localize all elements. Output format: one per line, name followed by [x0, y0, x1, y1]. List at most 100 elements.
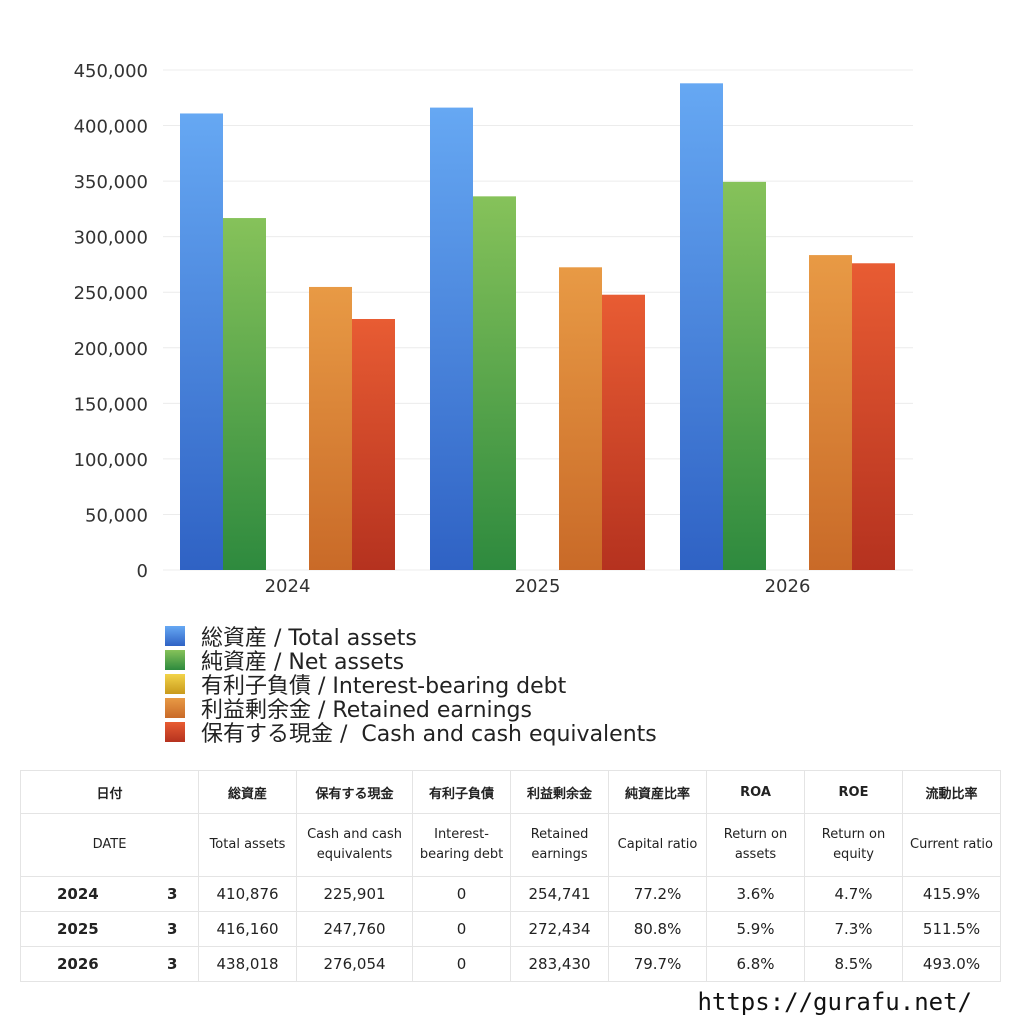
bars: [180, 83, 895, 571]
row-year: 2026: [20, 946, 147, 982]
cell-cash: 247,760: [296, 911, 414, 947]
cell-debt: 0: [412, 946, 512, 982]
header-cell: 純資産比率: [608, 770, 708, 814]
legend-item-interest-bearing-debt: 有利子負債 / Interest-bearing debt: [165, 672, 657, 699]
cell-capital-ratio: 80.8%: [608, 911, 708, 947]
table-header-row-en: DATE Total assets Cash and cash equivale…: [19, 813, 1002, 877]
cell-roa: 3.6%: [706, 876, 806, 912]
cell-debt: 0: [412, 911, 512, 947]
row-month: 3: [146, 911, 200, 947]
legend-label: 保有する現金 / Cash and cash equivalents: [201, 722, 657, 747]
bar-2024-series-3: [309, 286, 352, 570]
legend-item-cash: 保有する現金 / Cash and cash equivalents: [165, 720, 657, 747]
site-url: https://gurafu.net/: [697, 988, 972, 1016]
grid-lines: [163, 69, 913, 571]
cell-roe: 7.3%: [804, 911, 904, 947]
legend-item-net-assets: 純資産 / Net assets: [165, 648, 657, 675]
cell-capital-ratio: 77.2%: [608, 876, 708, 912]
bar-2025-series-1: [473, 196, 516, 570]
header-cell: Capital ratio: [608, 813, 708, 877]
bar-2024-series-4: [352, 318, 395, 570]
legend-label: 有利子負債 / Interest-bearing debt: [201, 674, 567, 699]
legend-label: 総資産 / Total assets: [201, 626, 417, 651]
cell-retained-earnings: 254,741: [510, 876, 610, 912]
cell-total-assets: 416,160: [198, 911, 298, 947]
legend-swatch: [165, 698, 185, 718]
cell-roa: 6.8%: [706, 946, 806, 982]
bar-2024-series-1: [223, 218, 266, 571]
row-month: 3: [146, 946, 200, 982]
bar-2026-series-0: [680, 83, 723, 571]
cell-current-ratio: 415.9%: [902, 876, 1002, 912]
cell-retained-earnings: 283,430: [510, 946, 610, 982]
cell-total-assets: 410,876: [198, 876, 298, 912]
y-tick-label: 100,000: [74, 450, 148, 471]
y-tick-label: 0: [137, 561, 148, 582]
cell-debt: 0: [412, 876, 512, 912]
bar-2026-series-1: [723, 181, 766, 570]
header-cell: Retained earnings: [510, 813, 610, 877]
cell-roa: 5.9%: [706, 911, 806, 947]
legend-label: 純資産 / Net assets: [201, 650, 405, 675]
bar-2024-series-0: [180, 113, 223, 571]
x-axis-labels: 2024 2025 2026: [265, 576, 811, 597]
table-row: 2026 3 438,018 276,054 0 283,430 79.7% 6…: [20, 946, 1002, 982]
row-year: 2024: [20, 876, 147, 912]
legend-swatch: [165, 626, 185, 646]
header-cell: 保有する現金: [296, 770, 414, 814]
header-cell: Total assets: [198, 813, 298, 877]
x-tick-label: 2024: [265, 576, 311, 597]
header-date-en: DATE: [19, 813, 200, 877]
bar-2025-series-0: [430, 107, 473, 570]
legend-swatch: [165, 674, 185, 694]
y-tick-label: 450,000: [74, 61, 148, 82]
legend-label: 利益剰余金 / Retained earnings: [201, 698, 532, 723]
cell-total-assets: 438,018: [198, 946, 298, 982]
table-row: 2024 3 410,876 225,901 0 254,741 77.2% 3…: [20, 876, 1002, 912]
header-cell: 有利子負債: [412, 770, 512, 814]
legend: 総資産 / Total assets 純資産 / Net assets 有利子負…: [165, 624, 657, 747]
row-month: 3: [146, 876, 200, 912]
cell-current-ratio: 493.0%: [902, 946, 1002, 982]
table-row: 2025 3 416,160 247,760 0 272,434 80.8% 5…: [20, 911, 1002, 947]
bar-chart: 450,000 400,000 350,000 300,000 250,000 200,0…: [74, 61, 913, 597]
cell-current-ratio: 511.5%: [902, 911, 1002, 947]
legend-swatch: [165, 650, 185, 670]
y-tick-label: 250,000: [74, 283, 148, 304]
y-tick-label: 350,000: [74, 172, 148, 193]
cell-retained-earnings: 272,434: [510, 911, 610, 947]
cell-cash: 225,901: [296, 876, 414, 912]
y-tick-label: 150,000: [74, 394, 148, 415]
header-date-jp: 日付: [19, 770, 200, 814]
cell-cash: 276,054: [296, 946, 414, 982]
legend-item-total-assets: 総資産 / Total assets: [165, 624, 657, 651]
header-cell: ROA: [706, 770, 806, 814]
header-cell: 流動比率: [902, 770, 1002, 814]
x-tick-label: 2025: [515, 576, 561, 597]
header-cell: 総資産: [198, 770, 298, 814]
cell-roe: 8.5%: [804, 946, 904, 982]
cell-roe: 4.7%: [804, 876, 904, 912]
y-axis-labels: 450,000 400,000 350,000 300,000 250,000 200,0…: [74, 61, 148, 582]
header-cell: Cash and cash equivalents: [296, 813, 414, 877]
header-cell: Return on assets: [706, 813, 806, 877]
header-cell: 利益剰余金: [510, 770, 610, 814]
header-cell: Interest-bearing debt: [412, 813, 512, 877]
legend-swatch: [165, 722, 185, 742]
legend-item-retained-earnings: 利益剰余金 / Retained earnings: [165, 696, 657, 723]
y-tick-label: 200,000: [74, 339, 148, 360]
x-tick-label: 2026: [765, 576, 811, 597]
financial-metrics-table: 日付 総資産 保有する現金 有利子負債 利益剰余金 純資産比率 ROA ROE …: [19, 770, 1002, 982]
cell-capital-ratio: 79.7%: [608, 946, 708, 982]
y-tick-label: 400,000: [74, 117, 148, 138]
bar-2026-series-3: [809, 255, 852, 571]
header-cell: Current ratio: [902, 813, 1002, 877]
header-cell: ROE: [804, 770, 904, 814]
header-cell: Return on equity: [804, 813, 904, 877]
table-header-row-jp: 日付 総資産 保有する現金 有利子負債 利益剰余金 純資産比率 ROA ROE …: [19, 770, 1002, 814]
bar-2025-series-4: [602, 294, 645, 570]
y-tick-label: 50,000: [85, 505, 148, 526]
bar-2026-series-4: [852, 263, 895, 570]
bar-2025-series-3: [559, 267, 602, 570]
y-tick-label: 300,000: [74, 228, 148, 249]
